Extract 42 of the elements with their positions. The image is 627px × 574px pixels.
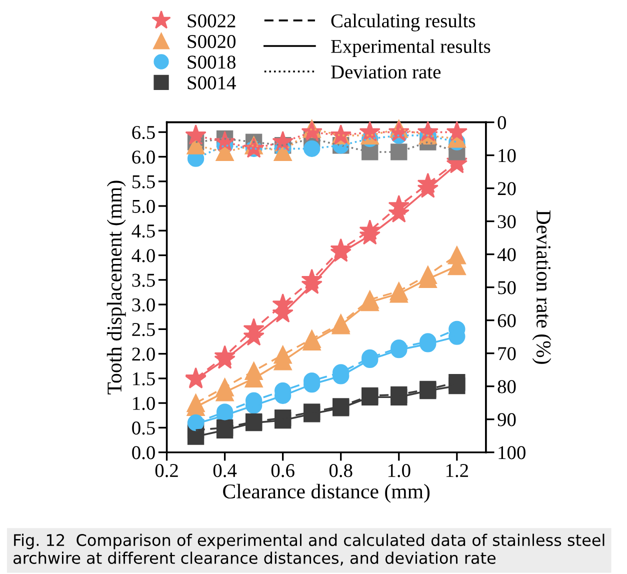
y-tick-label: 6.0 (132, 150, 155, 164)
y2-tick-label: 100 (498, 446, 526, 460)
x-tick-label: 0.4 (213, 464, 237, 478)
y-tick-label: 3.5 (132, 274, 155, 287)
caption: Fig. 12 Comparison of experimental and calculated data of stainless steel archwire at different clearance distances, and deviation rate (14, 534, 604, 566)
text: Deviation rate (331, 65, 441, 79)
y2-tick-label: 0 (498, 116, 506, 130)
y-tick-label: 2.0 (132, 348, 155, 361)
y2-tick-label: 10 (498, 149, 516, 162)
x-tick-label: 1.0 (388, 464, 410, 478)
legend-label: S0018 (188, 56, 236, 69)
x-tick-label: 1.2 (446, 464, 468, 478)
y2-tick-label: 90 (498, 413, 516, 426)
y-tick-label: 0.5 (132, 421, 155, 435)
legend-label: S0014 (188, 76, 236, 90)
y-axis-title: Tooth displacement (mm) (106, 180, 126, 394)
y2-tick-label: 40 (497, 248, 516, 262)
y2-tick-label: 20 (498, 182, 516, 196)
y-tick-label: 3.0 (132, 298, 155, 312)
y-tick-label: 0.0 (132, 446, 155, 460)
y2-tick-label: 30 (498, 215, 516, 228)
y-tick-label: 2.5 (132, 323, 155, 336)
x-tick-label: 0.2 (155, 464, 178, 478)
y2-tick-label: 80 (498, 380, 516, 394)
y-tick-label: 4.0 (132, 249, 155, 262)
y2-tick-label: 50 (498, 281, 516, 294)
legend-label: S0020 (188, 34, 236, 48)
y-tick-label: 4.5 (132, 224, 155, 238)
x-tick-label: 0.8 (329, 464, 352, 478)
y-tick-label: 5.0 (132, 200, 155, 214)
y-tick-label: 1.5 (133, 372, 155, 386)
legend-label: S0022 (188, 14, 236, 28)
y2-tick-label: 70 (498, 347, 516, 360)
text: Experimental results (331, 39, 490, 57)
text: Calculating results (331, 14, 476, 32)
x-axis-title: Clearance distance (mm) (223, 484, 430, 503)
y-tick-label: 6.5 (132, 126, 155, 140)
x-tick-label: 0.6 (271, 464, 294, 478)
y2-axis-title: Deviation rate (%) (532, 210, 552, 364)
y2-tick-label: 60 (498, 314, 516, 328)
y-tick-label: 5.5 (132, 175, 155, 188)
y-tick-label: 1.0 (133, 396, 155, 410)
